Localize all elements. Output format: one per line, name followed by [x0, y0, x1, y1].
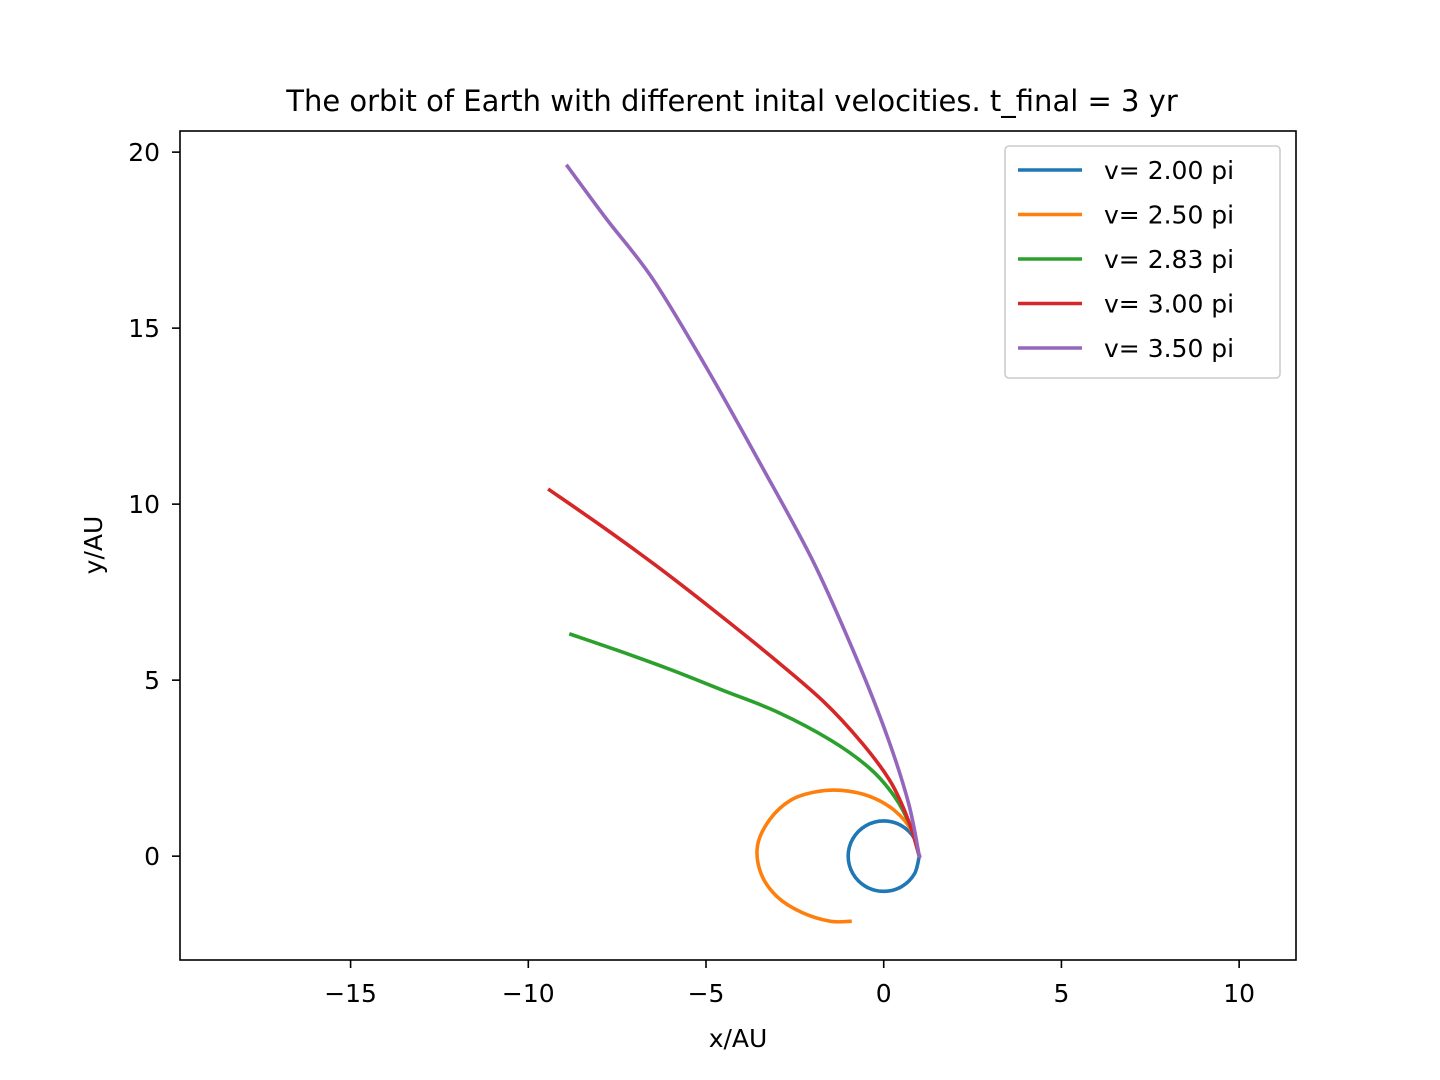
x-tick-label: 0 [876, 979, 892, 1008]
x-axis-label: x/AU [709, 1024, 768, 1053]
legend: v= 2.00 pi v= 2.50 pi v= 2.83 pi v= 3.00 pi… [1004, 145, 1281, 379]
chart-title: The orbit of Earth with different inital… [285, 84, 1178, 118]
x-tick-label: −15 [324, 979, 377, 1008]
x-tick-label: 5 [1053, 979, 1069, 1008]
series-line-2 [755, 788, 922, 924]
y-axis-label: y/AU [79, 516, 108, 575]
x-tick-label: −10 [502, 979, 555, 1008]
legend-box [1004, 145, 1281, 379]
y-tick-label: 10 [128, 490, 160, 519]
x-tick-label: −5 [688, 979, 725, 1008]
legend-label-4: v= 3.00 pi [1104, 290, 1234, 319]
series-line-5 [564, 163, 922, 859]
series-line-4 [547, 487, 922, 859]
x-axis-ticks: −15 −10 −5 0 5 10 [324, 960, 1255, 1008]
y-axis-ticks: 0 5 10 15 20 [128, 138, 180, 871]
legend-label-1: v= 2.00 pi [1104, 156, 1234, 185]
plot-frame [179, 130, 1297, 961]
legend-entries: v= 2.00 pi v= 2.50 pi v= 2.83 pi v= 3.00 pi… [1018, 156, 1234, 363]
y-tick-label: 5 [144, 666, 160, 695]
y-tick-label: 15 [128, 314, 160, 343]
series-layer [547, 163, 922, 924]
series-line-1 [846, 819, 922, 894]
y-tick-label: 0 [144, 842, 160, 871]
legend-label-3: v= 2.83 pi [1104, 245, 1234, 274]
legend-label-2: v= 2.50 pi [1104, 201, 1234, 230]
y-tick-label: 20 [128, 138, 160, 167]
legend-label-5: v= 3.50 pi [1104, 334, 1234, 363]
x-tick-label: 10 [1223, 979, 1255, 1008]
